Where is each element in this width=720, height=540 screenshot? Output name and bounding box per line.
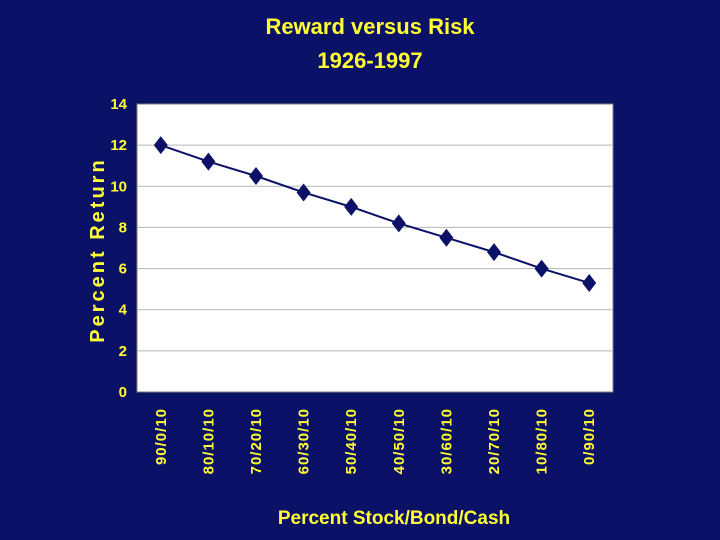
gridlines (137, 144, 613, 352)
data-point-marker (534, 259, 549, 278)
x-tick-label: 60/30/10 (296, 408, 313, 474)
chart-subtitle: 1926-1997 (317, 48, 422, 73)
data-point-marker (391, 214, 406, 233)
y-tick-labels: 0 2 4 6 8 10 12 14 (110, 96, 127, 401)
y-tick-label: 4 (119, 302, 128, 319)
data-point-marker (439, 228, 454, 247)
x-tick-labels: 90/0/10 80/10/10 70/20/10 60/30/10 50/40/10 4… (153, 408, 598, 474)
x-tick-label: 90/0/10 (153, 408, 170, 465)
series-line (160, 144, 590, 284)
y-tick-label: 14 (110, 96, 127, 113)
x-tick-label: 80/10/10 (200, 408, 217, 474)
y-tick-label: 6 (119, 261, 127, 278)
y-tick-label: 2 (119, 343, 127, 360)
data-point-marker (153, 136, 168, 155)
data-point-marker (249, 167, 263, 185)
x-tick-label: 20/70/10 (486, 408, 503, 474)
y-tick-label: 0 (119, 384, 127, 401)
data-point-marker (582, 273, 597, 292)
x-tick-label: 70/20/10 (248, 408, 265, 474)
data-point-marker (487, 243, 501, 262)
y-tick-label: 12 (110, 137, 127, 154)
x-tick-label: 10/80/10 (534, 408, 551, 474)
plot-area (136, 103, 614, 393)
x-tick-label: 50/40/10 (343, 408, 360, 474)
x-tick-label: 40/50/10 (391, 408, 408, 474)
chart-title: Reward versus Risk (265, 14, 475, 39)
y-tick-label: 8 (119, 219, 127, 236)
data-point-marker (201, 152, 216, 171)
x-axis-title: Percent Stock/Bond/Cash (278, 508, 510, 529)
y-axis-title: Percent Return (87, 157, 109, 342)
y-tick-label: 10 (110, 178, 127, 195)
series-markers (153, 136, 597, 292)
data-point-marker (296, 183, 311, 202)
x-tick-label: 30/60/10 (438, 408, 455, 474)
x-tick-label: 0/90/10 (581, 408, 598, 465)
data-point-marker (344, 197, 359, 216)
